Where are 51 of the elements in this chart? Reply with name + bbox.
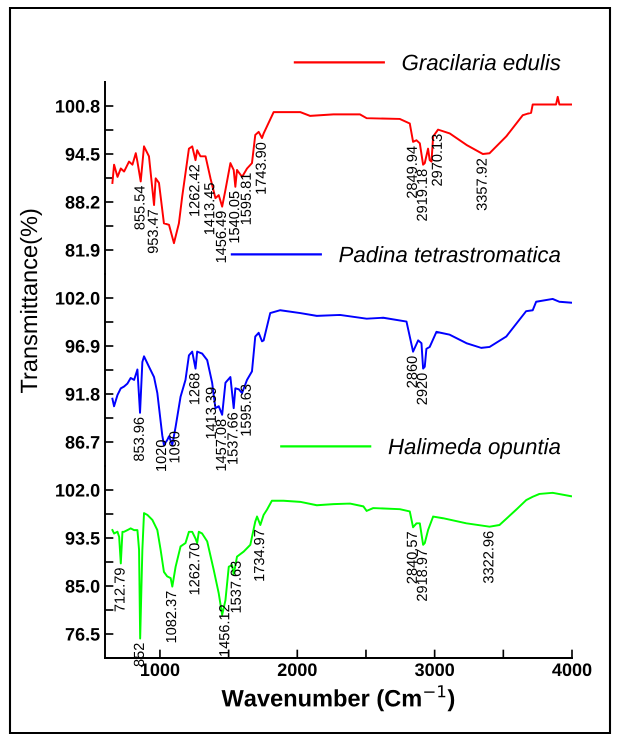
annotation: 3357.92 bbox=[476, 158, 487, 210]
annotation: 1457.08 bbox=[216, 420, 226, 470]
annotation: 1413.39 bbox=[206, 388, 216, 438]
y-tick-label: 93.5 bbox=[66, 532, 100, 545]
legend-label: Halimeda opuntia bbox=[388, 438, 560, 459]
legend-label: Gracilaria edulis bbox=[402, 54, 560, 70]
annotation: 2860 bbox=[406, 356, 417, 388]
y-tick-label: 91.8 bbox=[66, 388, 100, 401]
annotation: 1537.63 bbox=[230, 561, 241, 612]
annotation: 953.47 bbox=[148, 210, 158, 254]
annotation: 2970.13 bbox=[432, 134, 442, 186]
annotation: 1595.63 bbox=[240, 384, 251, 436]
y-tick-label: 76.5 bbox=[66, 628, 100, 641]
annotation: 1540.05 bbox=[228, 192, 240, 243]
annotation: 853.96 bbox=[134, 418, 144, 461]
annotation: 2918.97 bbox=[416, 550, 428, 601]
annotation: 855.54 bbox=[134, 186, 145, 230]
y-tick-label: 81.9 bbox=[66, 244, 100, 257]
x-axis-title: Wavenumber (Cm$^{−1}$) bbox=[222, 685, 454, 712]
y-tick-label: 102.0 bbox=[56, 484, 100, 497]
annotation: 1595.81 bbox=[240, 173, 251, 224]
y-tick-label: 86.7 bbox=[66, 436, 100, 449]
legend-label: Padina tetrastromatica bbox=[339, 246, 560, 262]
x-tick-label: 2000 bbox=[278, 663, 317, 676]
y-tick-label: 94.5 bbox=[66, 148, 100, 161]
annotation: 2920 bbox=[416, 373, 428, 404]
annotation: 712.79 bbox=[114, 568, 125, 612]
annotation: 1456.49 bbox=[216, 211, 226, 262]
annotation: 1413.45 bbox=[204, 183, 214, 234]
y-tick-label: 96.9 bbox=[66, 340, 100, 353]
annotation: 1743.90 bbox=[256, 142, 266, 194]
annotation: 3322.96 bbox=[483, 532, 494, 584]
y-tick-label: 85.0 bbox=[66, 580, 100, 593]
annotation: 2849.94 bbox=[406, 146, 417, 198]
x-tick-label: 4000 bbox=[552, 663, 592, 676]
annotation: 1090 bbox=[169, 432, 180, 462]
annotation: 1456.12 bbox=[219, 605, 230, 656]
x-tick-label: 3000 bbox=[414, 663, 454, 676]
y-tick-label: 88.2 bbox=[66, 196, 100, 209]
annotation: 2919.18 bbox=[416, 169, 428, 221]
annotation: 1082.37 bbox=[166, 591, 176, 642]
annotation: 1268 bbox=[189, 373, 200, 404]
y-axis-title: Transmittance(%) bbox=[20, 210, 42, 394]
annotation: 2840.57 bbox=[406, 532, 417, 584]
y-tick-label: 102.0 bbox=[56, 292, 100, 305]
annotation: 1734.97 bbox=[254, 530, 264, 581]
annotation: 1020 bbox=[156, 440, 166, 471]
annotation: 1262.42 bbox=[189, 164, 200, 216]
annotation: 1262.70 bbox=[189, 543, 200, 594]
annotation: 1537.66 bbox=[227, 412, 238, 464]
y-tick-label: 100.8 bbox=[56, 100, 100, 113]
